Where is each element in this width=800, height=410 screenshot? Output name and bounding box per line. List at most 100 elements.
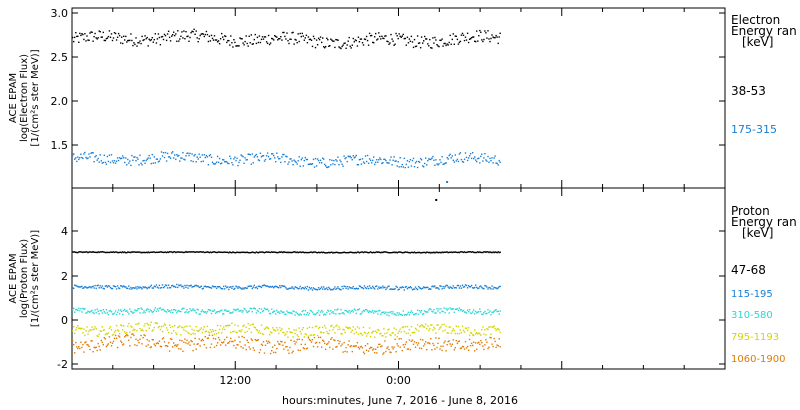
data-point [184,251,186,253]
data-point [232,331,234,333]
data-point [342,312,344,314]
data-point [268,312,271,315]
data-point [360,312,363,315]
data-point [86,35,88,37]
data-point [340,161,342,163]
data-point [361,158,364,160]
data-point [356,309,359,311]
data-point [94,347,96,349]
data-point [172,151,174,153]
data-point [354,251,356,254]
data-point [184,284,186,287]
data-point [199,345,201,347]
data-point [143,159,145,162]
data-point [276,309,278,312]
data-point [344,331,346,334]
data-point [261,36,264,38]
data-point [157,326,160,329]
data-point [132,44,134,47]
data-point [208,286,211,289]
data-point [206,33,209,36]
data-point [454,308,456,311]
data-point [413,332,416,334]
data-point [258,251,261,253]
data-point [485,334,487,336]
data-point [113,312,116,314]
data-point [155,310,158,312]
data-point [454,35,456,37]
data-point [139,327,141,330]
data-point [337,328,339,331]
data-point [323,251,325,253]
data-point [262,155,265,157]
data-point [231,42,233,44]
data-point [340,333,342,335]
data-point [383,328,385,330]
data-point [416,288,419,291]
data-point [137,158,139,160]
data-point [336,287,338,290]
data-point [243,162,245,164]
data-point [333,312,335,315]
time-axis: 12:00 0:00 [71,8,726,387]
data-point [246,330,248,333]
data-point [344,285,346,288]
data-point [346,286,348,288]
data-point [282,312,284,314]
data-point [246,311,248,314]
data-point [481,328,483,331]
data-point [180,348,182,350]
data-point [285,251,287,253]
data-point [391,332,393,334]
data-point [283,251,285,253]
data-point [377,251,379,253]
data-point [389,351,391,353]
data-point [244,286,246,289]
data-point [104,161,107,164]
data-point [482,326,484,328]
data-point [102,329,104,332]
data-point [359,158,362,161]
data-point [487,309,489,311]
data-point [428,158,430,160]
data-point [152,329,154,331]
data-point [468,251,471,253]
data-point [499,251,501,253]
data-point [167,310,170,312]
data-point [298,338,300,340]
data-point [199,34,201,37]
data-point [111,287,114,290]
data-point [86,157,88,160]
data-point [422,325,424,327]
data-point [263,352,266,354]
data-point [398,330,400,332]
data-point [198,329,200,332]
data-point [387,251,389,254]
data-point [314,46,317,49]
data-point [363,310,366,312]
data-point [251,251,253,253]
data-point [465,156,468,159]
data-point [122,344,124,346]
data-point [451,287,453,289]
data-point [332,40,334,42]
data-point [256,287,259,290]
data-point [193,285,195,288]
data-point [291,286,293,288]
data-point [444,312,446,314]
data-point [359,332,362,334]
data-point [386,251,388,253]
data-point [432,252,434,254]
data-point [459,347,462,350]
data-point [325,348,327,350]
data-point [163,286,166,288]
data-point [158,325,161,328]
data-point [407,42,410,44]
data-point [328,286,330,289]
data-point [148,327,150,329]
data-point [127,158,129,161]
data-point [192,349,194,352]
data-point [464,284,467,286]
data-point [338,342,340,345]
data-point [116,251,119,254]
